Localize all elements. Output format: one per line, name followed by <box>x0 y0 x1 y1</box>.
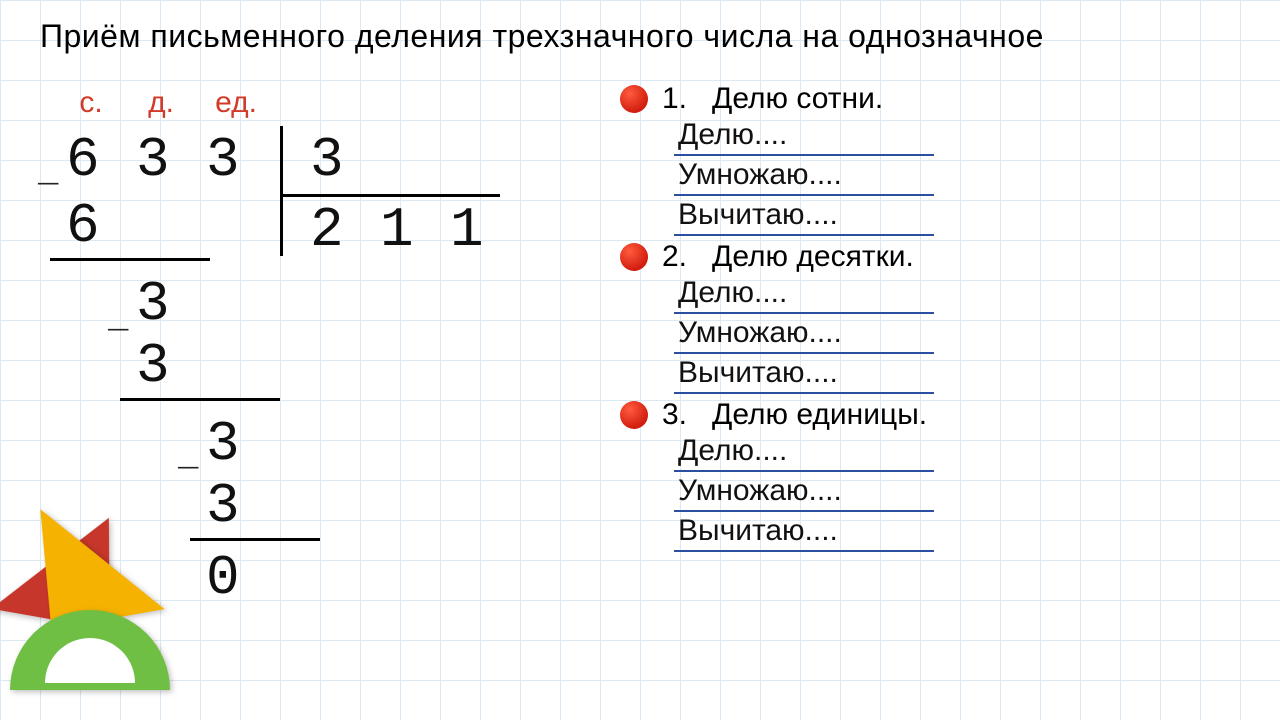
bullet-icon <box>620 243 648 271</box>
step-number-2: 2. <box>662 240 687 273</box>
step-title-3: 3. Делю единицы. <box>662 398 927 432</box>
triangle-yellow-icon <box>30 491 164 629</box>
division-hline <box>280 194 500 197</box>
work3-underline <box>190 538 320 541</box>
minus-2: _ <box>108 300 128 338</box>
step-block-2: 2. Делю десятки. Делю.... Умножаю.... Вы… <box>620 240 1260 394</box>
step-block-3: 3. Делю единицы. Делю.... Умножаю.... Вы… <box>620 398 1260 552</box>
division-vline <box>280 126 283 256</box>
step-name-2: Делю десятки. <box>712 240 914 273</box>
step-title-2: 2. Делю десятки. <box>662 240 914 274</box>
work3-bottom: 3 <box>206 478 240 534</box>
dividend-digit-hundreds: 6 <box>66 132 100 188</box>
final-zero: 0 <box>206 550 240 606</box>
bullet-icon <box>620 401 648 429</box>
label-hundreds: с. <box>56 86 126 120</box>
step3-line3: Вычитаю.... <box>674 514 934 552</box>
long-division-area: с. д. ед. 6 3 3 3 2 1 1 _ 6 _ 3 3 _ 3 3 <box>20 80 580 700</box>
label-tens: д. <box>126 86 196 120</box>
place-value-labels: с. д. ед. <box>56 86 276 120</box>
divisor-digit: 3 <box>310 132 344 188</box>
step2-line2: Умножаю.... <box>674 316 934 354</box>
quotient-digit-2: 1 <box>380 202 414 258</box>
work2-top: 3 <box>136 276 170 332</box>
work2-bottom: 3 <box>136 338 170 394</box>
step2-line3: Вычитаю.... <box>674 356 934 394</box>
dividend-digit-tens: 3 <box>136 132 170 188</box>
step-block-1: 1. Делю сотни. Делю.... Умножаю.... Вычи… <box>620 82 1260 236</box>
step-number-1: 1. <box>662 82 687 115</box>
work2-underline <box>120 398 280 401</box>
work1-underline <box>50 258 210 261</box>
protractor-icon <box>10 610 170 690</box>
step3-line2: Умножаю.... <box>674 474 934 512</box>
dividend-digit-units: 3 <box>206 132 240 188</box>
page-content: Приём письменного деления трехзначного ч… <box>0 0 1280 720</box>
step-head-2: 2. Делю десятки. <box>620 240 1260 274</box>
step2-line1: Делю.... <box>674 276 934 314</box>
step-name-3: Делю единицы. <box>712 398 927 431</box>
minus-1: _ <box>38 154 58 192</box>
step1-line2: Умножаю.... <box>674 158 934 196</box>
step-name-1: Делю сотни. <box>712 82 883 115</box>
quotient-digit-1: 2 <box>310 202 344 258</box>
minus-3: _ <box>178 438 198 476</box>
work3-top: 3 <box>206 416 240 472</box>
step-head-3: 3. Делю единицы. <box>620 398 1260 432</box>
work1-digit: 6 <box>66 198 100 254</box>
page-title: Приём письменного деления трехзначного ч… <box>40 18 1044 55</box>
steps-list: 1. Делю сотни. Делю.... Умножаю.... Вычи… <box>620 78 1260 554</box>
step-title-1: 1. Делю сотни. <box>662 82 883 116</box>
step3-line1: Делю.... <box>674 434 934 472</box>
label-units: ед. <box>196 86 276 120</box>
step-head-1: 1. Делю сотни. <box>620 82 1260 116</box>
step-number-3: 3. <box>662 398 687 431</box>
step1-line3: Вычитаю.... <box>674 198 934 236</box>
bullet-icon <box>620 85 648 113</box>
step1-line1: Делю.... <box>674 118 934 156</box>
quotient-digit-3: 1 <box>450 202 484 258</box>
